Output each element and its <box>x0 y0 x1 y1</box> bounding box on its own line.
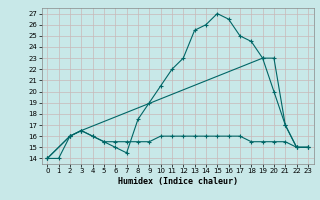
X-axis label: Humidex (Indice chaleur): Humidex (Indice chaleur) <box>118 177 237 186</box>
